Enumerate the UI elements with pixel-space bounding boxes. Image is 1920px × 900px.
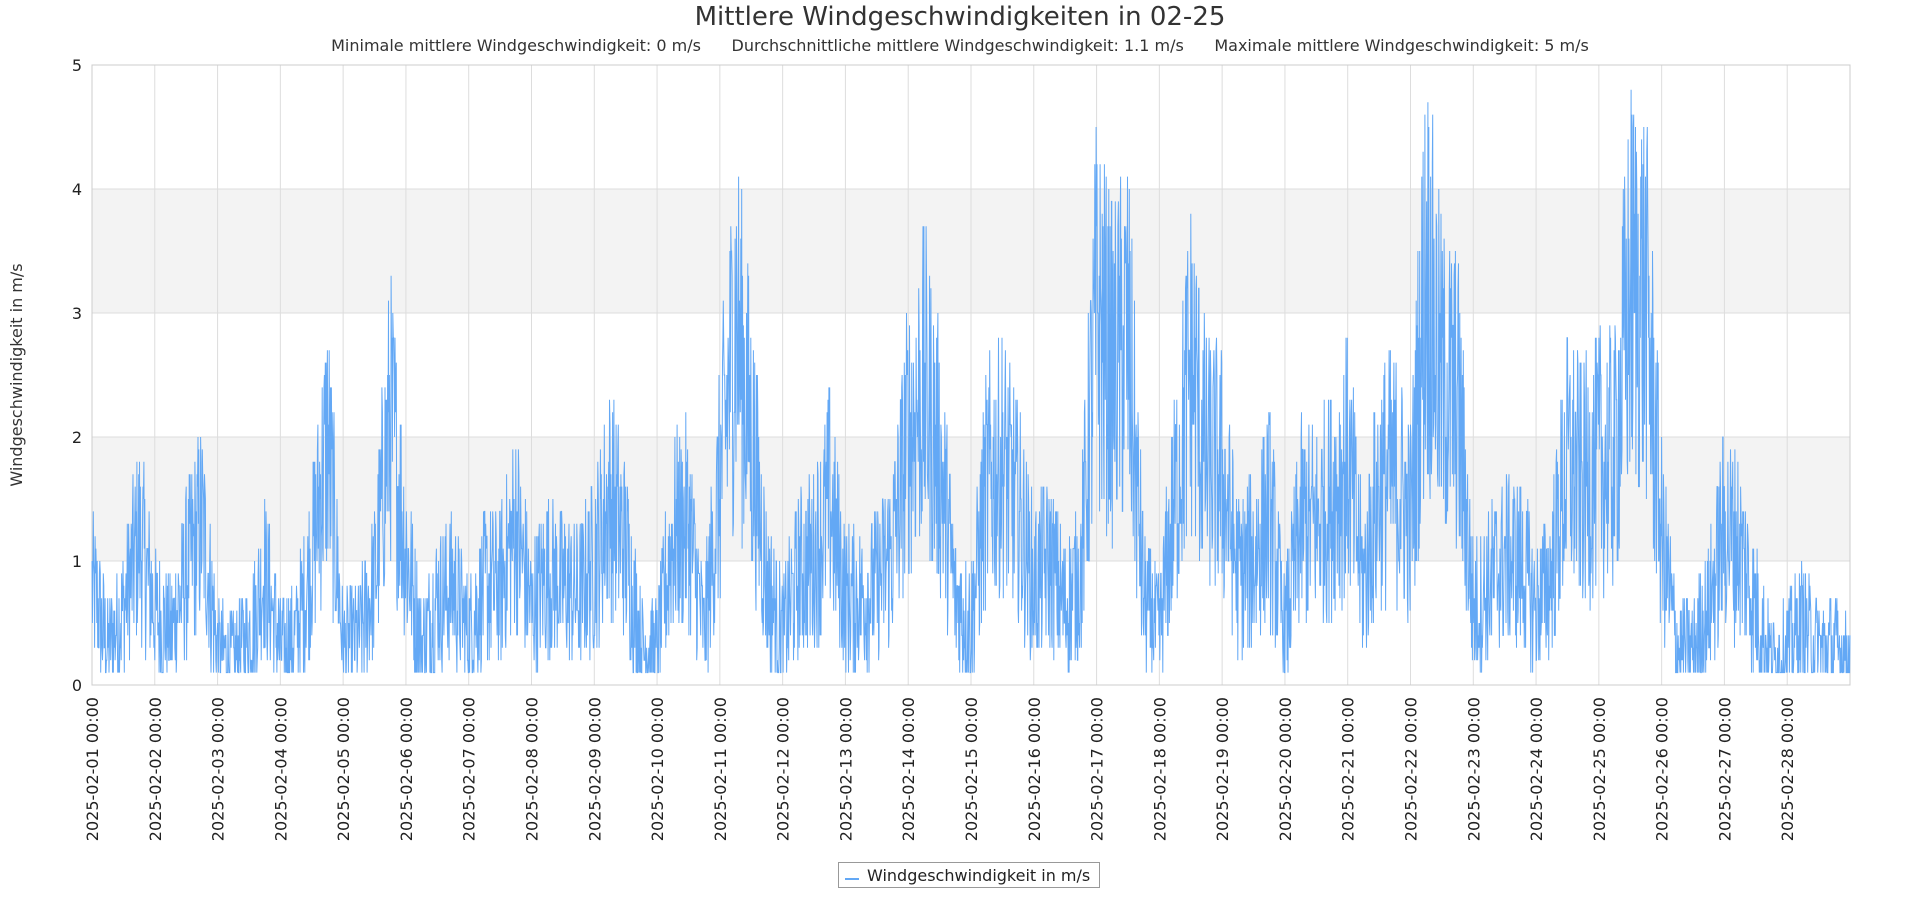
x-tick-label: 2025-02-18 00:00 bbox=[1150, 697, 1169, 841]
x-tick-label: 2025-02-09 00:00 bbox=[585, 697, 604, 841]
x-tick-label: 2025-02-14 00:00 bbox=[899, 697, 918, 841]
legend: Windgeschwindigkeit in m/s bbox=[838, 862, 1100, 888]
x-tick-label: 2025-02-19 00:00 bbox=[1213, 697, 1232, 841]
x-tick-label: 2025-02-21 00:00 bbox=[1339, 697, 1358, 841]
legend-swatch bbox=[845, 878, 859, 880]
x-tick-label: 2025-02-16 00:00 bbox=[1025, 697, 1044, 841]
x-tick-label: 2025-02-27 00:00 bbox=[1715, 697, 1734, 841]
y-tick-label: 0 bbox=[72, 676, 82, 695]
y-axis-ticks: 0 1 2 3 4 5 bbox=[72, 56, 82, 695]
x-tick-label: 2025-02-23 00:00 bbox=[1464, 697, 1483, 841]
x-tick-label: 2025-02-05 00:00 bbox=[334, 697, 353, 841]
x-tick-label: 2025-02-25 00:00 bbox=[1590, 697, 1609, 841]
x-tick-label: 2025-02-24 00:00 bbox=[1527, 697, 1546, 841]
plot-border bbox=[91, 64, 1851, 686]
x-tick-label: 2025-02-08 00:00 bbox=[523, 697, 542, 841]
y-tick-label: 4 bbox=[72, 180, 82, 199]
x-tick-label: 2025-02-07 00:00 bbox=[460, 697, 479, 841]
x-tick-label: 2025-02-17 00:00 bbox=[1088, 697, 1107, 841]
subtitle-max: Maximale mittlere Windgeschwindigkeit: 5… bbox=[1214, 36, 1589, 55]
chart-subtitle: Minimale mittlere Windgeschwindigkeit: 0… bbox=[0, 36, 1920, 55]
series-group bbox=[91, 89, 1851, 674]
legend-label: Windgeschwindigkeit in m/s bbox=[867, 865, 1091, 885]
x-tick-label: 2025-02-06 00:00 bbox=[397, 697, 416, 841]
y-tick-label: 1 bbox=[72, 552, 82, 571]
x-tick-label: 2025-02-01 00:00 bbox=[83, 697, 102, 841]
subtitle-min: Minimale mittlere Windgeschwindigkeit: 0… bbox=[331, 36, 701, 55]
x-tick-label: 2025-02-02 00:00 bbox=[146, 697, 165, 841]
y-tick-label: 5 bbox=[72, 56, 82, 75]
y-tick-label: 2 bbox=[72, 428, 82, 447]
x-tick-label: 2025-02-10 00:00 bbox=[648, 697, 667, 841]
x-tick-label: 2025-02-28 00:00 bbox=[1778, 697, 1797, 841]
x-tick-label: 2025-02-26 00:00 bbox=[1653, 697, 1672, 841]
x-tick-label: 2025-02-20 00:00 bbox=[1276, 697, 1295, 841]
subtitle-avg: Durchschnittliche mittlere Windgeschwind… bbox=[731, 36, 1184, 55]
x-axis-ticks: 2025-02-01 00:00 2025-02-02 00:00 2025-02-… bbox=[83, 697, 1797, 841]
x-tick-label: 2025-02-12 00:00 bbox=[774, 697, 793, 841]
x-tick-label: 2025-02-04 00:00 bbox=[271, 697, 290, 841]
x-tick-label: 2025-02-11 00:00 bbox=[711, 697, 730, 841]
x-tick-label: 2025-02-15 00:00 bbox=[962, 697, 981, 841]
y-tick-label: 3 bbox=[72, 304, 82, 323]
series-line bbox=[91, 89, 1851, 674]
x-tick-label: 2025-02-13 00:00 bbox=[836, 697, 855, 841]
chart-title: Mittlere Windgeschwindigkeiten in 02-25 bbox=[694, 2, 1226, 32]
y-axis-label: Windgeschwindigkeit in m/s bbox=[7, 263, 26, 486]
x-tick-label: 2025-02-22 00:00 bbox=[1402, 697, 1421, 841]
x-tick-label: 2025-02-03 00:00 bbox=[209, 697, 228, 841]
